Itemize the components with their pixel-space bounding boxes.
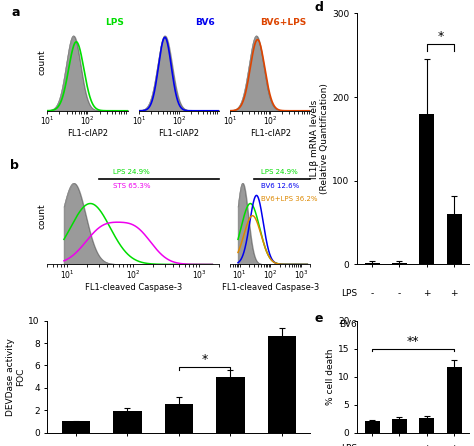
Text: LPS: LPS xyxy=(105,18,124,27)
X-axis label: FL1-cIAP2: FL1-cIAP2 xyxy=(67,129,108,138)
X-axis label: FL1-cIAP2: FL1-cIAP2 xyxy=(158,129,200,138)
Text: -: - xyxy=(371,320,374,329)
Text: b: b xyxy=(9,159,18,172)
Text: LPS: LPS xyxy=(341,444,357,446)
Text: +: + xyxy=(396,320,403,329)
Text: BV6: BV6 xyxy=(339,320,357,329)
Text: **: ** xyxy=(407,335,419,348)
Bar xyxy=(392,263,407,264)
Text: +: + xyxy=(423,444,430,446)
Text: *: * xyxy=(201,353,208,366)
Text: a: a xyxy=(11,6,20,19)
Text: +: + xyxy=(450,444,458,446)
Bar xyxy=(165,404,193,433)
Y-axis label: DEVDase activity
FOC: DEVDase activity FOC xyxy=(6,338,26,416)
Bar xyxy=(365,263,380,264)
X-axis label: FL1-cleaved Caspase-3: FL1-cleaved Caspase-3 xyxy=(222,283,319,292)
Text: LPS: LPS xyxy=(341,289,357,298)
Y-axis label: % cell death: % cell death xyxy=(326,348,335,405)
X-axis label: FL1-cIAP2: FL1-cIAP2 xyxy=(250,129,291,138)
Y-axis label: count: count xyxy=(37,49,46,75)
Text: BV6 12.6%: BV6 12.6% xyxy=(261,182,299,189)
Bar xyxy=(419,418,434,433)
Text: +: + xyxy=(450,320,458,329)
Bar xyxy=(62,421,90,433)
Text: -: - xyxy=(371,444,374,446)
Text: +: + xyxy=(450,289,458,298)
Text: BV6+LPS 36.2%: BV6+LPS 36.2% xyxy=(261,196,317,202)
Text: -: - xyxy=(425,320,428,329)
Y-axis label: count: count xyxy=(37,203,46,228)
Text: LPS 24.9%: LPS 24.9% xyxy=(261,169,298,175)
X-axis label: FL1-cleaved Caspase-3: FL1-cleaved Caspase-3 xyxy=(84,283,182,292)
Bar xyxy=(365,421,380,433)
Bar xyxy=(392,419,407,433)
Bar xyxy=(447,367,462,433)
Bar xyxy=(268,336,296,433)
Bar xyxy=(447,214,462,264)
Text: STS 65.3%: STS 65.3% xyxy=(113,182,150,189)
Text: -: - xyxy=(371,289,374,298)
Bar xyxy=(216,376,245,433)
Text: BV6: BV6 xyxy=(195,18,215,27)
Text: -: - xyxy=(398,444,401,446)
Text: BV6+LPS: BV6+LPS xyxy=(260,18,306,27)
Bar xyxy=(113,411,142,433)
Text: LPS 24.9%: LPS 24.9% xyxy=(113,169,149,175)
Text: -: - xyxy=(398,289,401,298)
Bar xyxy=(419,114,434,264)
Text: *: * xyxy=(438,30,444,43)
Y-axis label: IL1β mRNA levels
(Relative Quantification): IL1β mRNA levels (Relative Quantificatio… xyxy=(310,83,329,194)
Text: d: d xyxy=(314,1,323,14)
Text: +: + xyxy=(423,289,430,298)
Text: e: e xyxy=(314,312,323,325)
